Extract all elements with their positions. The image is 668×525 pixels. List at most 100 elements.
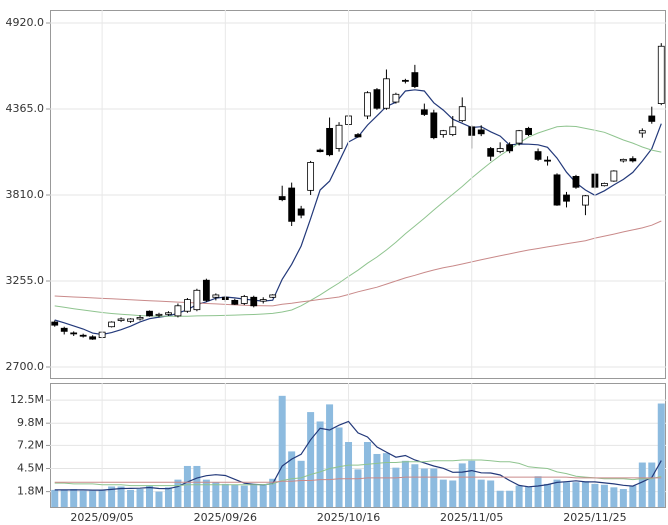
volume-bar <box>259 484 267 507</box>
volume-bar <box>591 483 599 507</box>
volume-bar <box>401 460 409 507</box>
volume-bar <box>278 395 286 507</box>
candle-body <box>657 45 665 104</box>
volume-bar <box>174 479 182 507</box>
volume-bar <box>127 489 135 507</box>
y-tick-label: 1.8M <box>17 485 44 498</box>
candle-body <box>449 126 457 135</box>
candle-body <box>401 79 409 82</box>
candle-body <box>496 148 504 153</box>
candle-body <box>184 299 191 312</box>
volume-bar <box>345 442 353 507</box>
candle-body <box>411 72 419 87</box>
candle-body <box>89 336 97 340</box>
candle-body <box>165 312 172 315</box>
moving-average-line <box>54 125 662 317</box>
volume-bar <box>515 485 523 507</box>
candle-body <box>316 149 324 153</box>
candle-body <box>392 93 400 103</box>
moving-average-line <box>54 420 662 491</box>
candle-body <box>108 321 115 328</box>
volume-bar <box>638 462 646 507</box>
volume-bar <box>562 482 570 507</box>
volume-bar <box>363 442 371 507</box>
volume-bar <box>629 485 637 507</box>
volume-bar <box>534 476 542 507</box>
volume-bar <box>108 486 116 507</box>
candle-body <box>439 130 447 135</box>
candle-body <box>269 294 277 298</box>
volume-bar <box>657 403 665 507</box>
candle-body <box>582 195 589 206</box>
candle-body <box>79 334 87 337</box>
candle-body <box>307 162 315 191</box>
x-tick-label: 2025/09/26 <box>194 511 257 524</box>
candle-body <box>638 130 646 134</box>
volume-bar <box>496 490 504 507</box>
volume-bar <box>439 479 447 507</box>
volume-bar <box>525 486 533 507</box>
volume-bar <box>70 489 78 507</box>
volume-bar <box>240 485 248 507</box>
volume-bar <box>477 479 485 507</box>
volume-bar <box>468 460 476 507</box>
volume-bar <box>544 483 552 507</box>
volume-bar <box>449 480 457 507</box>
candle-body <box>174 305 182 317</box>
candle-body <box>297 208 305 216</box>
candle-body <box>51 321 59 326</box>
volume-bar <box>506 490 514 507</box>
volume-bar <box>193 465 201 507</box>
candle-body <box>430 112 438 139</box>
candle-body <box>619 158 627 162</box>
candle-body <box>364 92 371 117</box>
volume-bar <box>420 468 428 507</box>
y-tick-label: 2700.0 <box>6 360 45 373</box>
candle-body <box>146 310 153 317</box>
volume-bar <box>487 480 495 507</box>
volume-bar <box>146 485 154 507</box>
volume-bar <box>572 482 580 507</box>
candle-body <box>193 289 201 311</box>
volume-bar <box>51 489 59 507</box>
candle-body <box>240 296 248 304</box>
candle-body <box>202 279 210 301</box>
volume-bar <box>212 482 220 507</box>
moving-average-line <box>54 459 662 487</box>
x-tick-label: 2025/11/05 <box>440 511 503 524</box>
volume-bar <box>553 479 561 507</box>
volume-bar <box>98 489 106 507</box>
candle-body <box>335 124 343 149</box>
volume-bar <box>60 489 68 507</box>
volume-bar <box>136 489 144 507</box>
volume-bar <box>458 463 466 507</box>
candle-body <box>629 158 637 162</box>
y-tick-label: 9.8M <box>17 416 44 429</box>
candle-body <box>278 196 286 201</box>
candle-body <box>458 106 466 122</box>
volume-bar <box>89 490 97 507</box>
candle-body <box>259 299 267 302</box>
y-tick-label: 4.5M <box>17 462 44 475</box>
candle-body <box>117 318 125 321</box>
volume-bar <box>316 421 324 507</box>
candle-body <box>383 78 390 109</box>
x-tick-label: 2025/09/05 <box>70 511 133 524</box>
candle-body <box>354 134 362 138</box>
volume-bar <box>610 487 618 507</box>
x-tick-label: 2025/11/25 <box>563 511 626 524</box>
candle-body <box>326 127 333 156</box>
y-tick-label: 3810.0 <box>6 188 45 201</box>
candle-body <box>250 296 258 307</box>
y-tick-label: 12.5M <box>10 393 44 406</box>
candle-body <box>155 313 163 316</box>
candle-body <box>373 89 381 109</box>
volume-bar <box>164 487 172 507</box>
volume-bar <box>117 486 125 507</box>
y-tick-label: 4920.0 <box>6 16 45 29</box>
moving-average-line <box>54 476 662 483</box>
volume-bar <box>354 469 362 507</box>
candle-body <box>487 148 495 157</box>
volume-bar <box>411 464 419 507</box>
